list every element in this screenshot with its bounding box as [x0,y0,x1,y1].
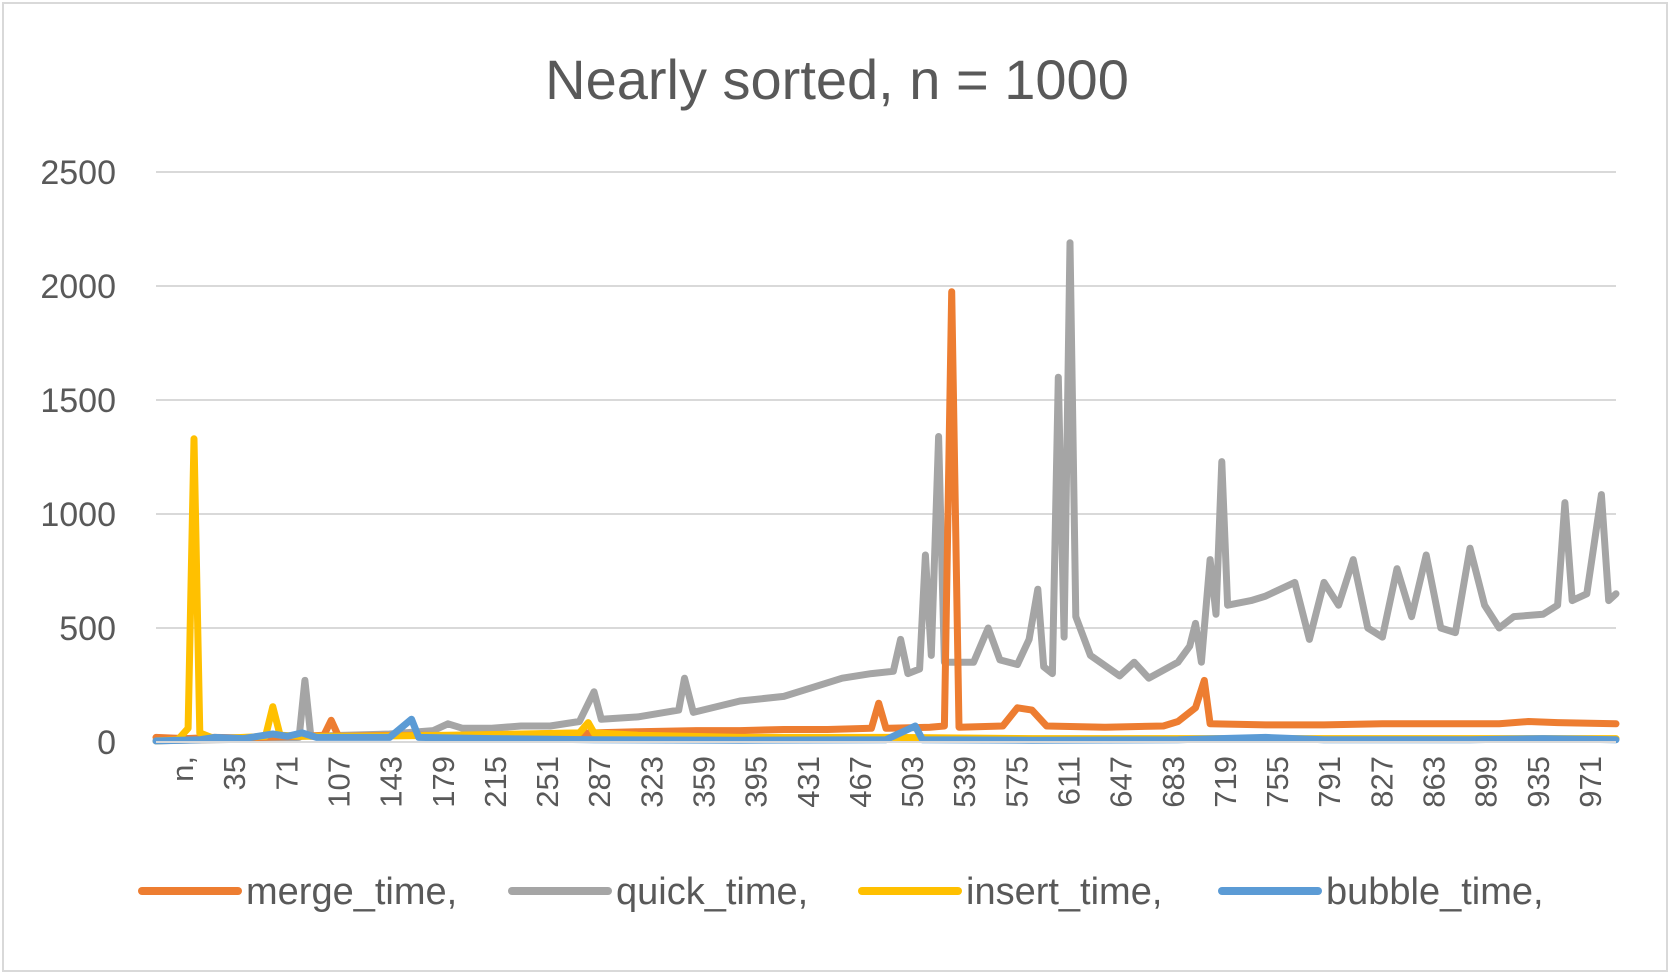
x-tick-label: 35 [217,756,252,790]
x-tick-label: 503 [895,756,930,808]
y-tick-label: 1000 [40,496,116,534]
legend-label: quick_time, [616,871,808,913]
chart-title: Nearly sorted, n = 1000 [545,48,1129,111]
x-tick-label: 143 [374,756,409,808]
series-line-quicktime [152,239,1620,745]
x-tick-label: 935 [1521,756,1556,808]
x-tick-label: 683 [1156,756,1191,808]
x-tick-label: 791 [1312,756,1347,808]
x-tick-label: 647 [1104,756,1139,808]
legend-label: merge_time, [246,871,457,913]
x-tick-label: 971 [1573,756,1608,808]
x-tick-label: 827 [1364,756,1399,808]
series-line-mergetime [152,288,1620,743]
y-tick-label: 2000 [40,268,116,306]
x-tick-label: 467 [843,756,878,808]
chart-svg: Nearly sorted, n = 1000 0 500 1000 1500 2000… [40,48,1620,913]
series-line-inserttime [152,435,1620,745]
x-tick-label: 611 [1052,756,1087,805]
x-tick-label: n, [165,756,200,782]
x-tick-label: 251 [530,756,565,808]
x-tick-label: 323 [634,756,669,808]
x-tick-label: 71 [269,756,304,790]
y-tick-label: 1500 [40,382,116,420]
x-axis-ticks: n, 35 71 107 143 179 215 251 287 323 359 395 431 467 5… [165,756,1608,808]
y-tick-label: 2500 [40,154,116,192]
x-tick-label: 179 [426,756,461,808]
x-tick-label: 899 [1469,756,1504,808]
x-tick-label: 575 [999,756,1034,808]
x-tick-label: 107 [322,756,357,808]
x-tick-label: 539 [947,756,982,808]
x-tick-label: 431 [791,756,826,808]
x-tick-label: 395 [739,756,774,808]
x-tick-label: 215 [478,756,513,808]
series-layer [152,239,1620,745]
x-tick-label: 359 [687,756,722,808]
series-line-bubbletime [152,715,1620,745]
y-axis-ticks: 0 500 1000 1500 2000 2500 [40,154,116,762]
grid-layer [156,171,1616,629]
y-tick-label: 0 [97,724,116,762]
x-tick-label: 719 [1208,756,1243,808]
x-tick-label: 287 [582,756,617,808]
x-tick-label: 863 [1417,756,1452,808]
legend-label: bubble_time, [1326,871,1544,913]
legend-label: insert_time, [966,871,1162,913]
x-tick-label: 755 [1260,756,1295,808]
y-tick-label: 500 [59,610,116,648]
legend: merge_time, quick_time, insert_time, bubble… [138,871,1544,913]
